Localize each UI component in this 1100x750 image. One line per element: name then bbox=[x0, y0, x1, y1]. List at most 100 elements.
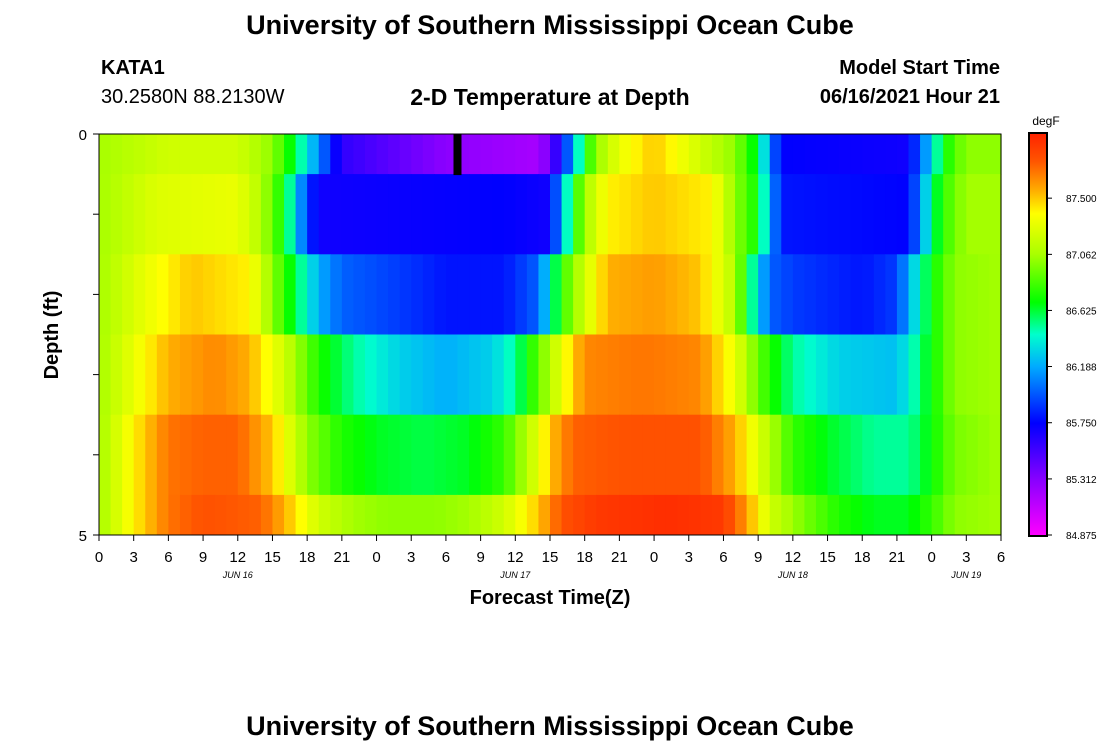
heatmap-cell bbox=[191, 334, 204, 416]
heatmap-cell bbox=[862, 334, 875, 416]
heatmap-cell bbox=[388, 134, 401, 175]
heatmap-cell bbox=[434, 334, 447, 416]
heatmap-cell bbox=[839, 334, 852, 416]
heatmap-cell bbox=[619, 494, 632, 536]
date-label: JUN 18 bbox=[777, 570, 808, 580]
heatmap-cell bbox=[839, 254, 852, 335]
heatmap-cell bbox=[237, 174, 250, 255]
heatmap-cell bbox=[307, 134, 320, 175]
heatmap-cell bbox=[654, 414, 667, 496]
heatmap-cell bbox=[885, 334, 898, 416]
heatmap-cell bbox=[642, 494, 655, 536]
heatmap-cell bbox=[850, 494, 863, 536]
heatmap-cell bbox=[977, 334, 991, 416]
heatmap-cell bbox=[203, 254, 216, 335]
heatmap-cell bbox=[272, 134, 285, 175]
heatmap-cell bbox=[896, 254, 910, 335]
heatmap-cell bbox=[376, 134, 389, 175]
heatmap-cell bbox=[260, 134, 274, 175]
heatmap-cell bbox=[168, 414, 181, 496]
heatmap-cell bbox=[156, 254, 169, 335]
heatmap-cell bbox=[422, 494, 435, 536]
heatmap-cell bbox=[977, 134, 991, 175]
heatmap-cell bbox=[804, 174, 817, 255]
heatmap-cells bbox=[99, 134, 1002, 536]
heatmap-cell bbox=[665, 174, 678, 255]
heatmap-cell bbox=[642, 174, 655, 255]
x-tick-label: 9 bbox=[754, 549, 762, 566]
heatmap-cell bbox=[156, 174, 169, 255]
heatmap-cell bbox=[526, 134, 540, 175]
heatmap-cell bbox=[804, 254, 817, 335]
heatmap-cell bbox=[445, 174, 459, 255]
heatmap-cell bbox=[203, 414, 216, 496]
heatmap-cell bbox=[989, 334, 1002, 416]
heatmap-cell bbox=[931, 134, 944, 175]
heatmap-cell bbox=[191, 174, 204, 255]
heatmap-cell bbox=[307, 334, 320, 416]
heatmap-cell bbox=[99, 334, 112, 416]
heatmap-cell bbox=[977, 494, 991, 536]
heatmap-cell bbox=[538, 334, 551, 416]
heatmap-cell bbox=[503, 174, 516, 255]
heatmap-cell bbox=[214, 494, 227, 536]
heatmap-cell bbox=[850, 414, 863, 496]
heatmap-cell bbox=[168, 334, 181, 416]
heatmap-cell bbox=[735, 174, 748, 255]
heatmap-cell bbox=[630, 254, 644, 335]
x-tick-label: 15 bbox=[264, 549, 281, 566]
heatmap-cell bbox=[607, 254, 620, 335]
heatmap-cell bbox=[688, 174, 701, 255]
heatmap-cell bbox=[873, 494, 886, 536]
heatmap-cell bbox=[815, 254, 829, 335]
heatmap-cell bbox=[873, 414, 886, 496]
heatmap-cell bbox=[989, 414, 1002, 496]
heatmap-cell bbox=[908, 414, 921, 496]
heatmap-cell bbox=[550, 414, 563, 496]
y-axis-label: Depth (ft) bbox=[41, 291, 63, 380]
heatmap-cell bbox=[318, 134, 331, 175]
heatmap-cell bbox=[538, 174, 551, 255]
heatmap-cell bbox=[399, 494, 412, 536]
heatmap-cell bbox=[110, 334, 123, 416]
heatmap-cell bbox=[330, 134, 343, 175]
heatmap-cell bbox=[746, 334, 759, 416]
heatmap-cell bbox=[168, 134, 181, 175]
heatmap-cell bbox=[561, 174, 574, 255]
heatmap-cell bbox=[156, 494, 169, 536]
heatmap-cell bbox=[179, 174, 193, 255]
colorbar-tick-label: 84.875 bbox=[1066, 531, 1097, 542]
heatmap-cell bbox=[966, 134, 979, 175]
x-tick-label: 12 bbox=[507, 549, 524, 566]
heatmap-cell bbox=[295, 414, 308, 496]
heatmap-cell bbox=[145, 494, 158, 536]
x-tick-label: 3 bbox=[130, 549, 138, 566]
heatmap-cell bbox=[792, 174, 806, 255]
colorbar-tick-label: 87.062 bbox=[1066, 250, 1097, 261]
heatmap-cell bbox=[445, 334, 459, 416]
heatmap-cell bbox=[434, 174, 447, 255]
heatmap-cell bbox=[399, 414, 412, 496]
heatmap-cell bbox=[469, 174, 482, 255]
heatmap-cell bbox=[399, 134, 412, 175]
heatmap-cell bbox=[954, 494, 967, 536]
heatmap-cell bbox=[723, 254, 736, 335]
heatmap-cell bbox=[226, 134, 239, 175]
heatmap-cell bbox=[249, 494, 262, 536]
heatmap-cell bbox=[457, 414, 470, 496]
heatmap-cell bbox=[237, 134, 250, 175]
heatmap-cell bbox=[746, 174, 759, 255]
heatmap-cell bbox=[318, 414, 331, 496]
heatmap-cell bbox=[145, 134, 158, 175]
heatmap-cell bbox=[249, 334, 262, 416]
heatmap-cell bbox=[573, 174, 586, 255]
heatmap-cell bbox=[434, 414, 447, 496]
y-tick-label: 5 bbox=[79, 528, 87, 545]
heatmap-cell bbox=[191, 254, 204, 335]
heatmap-cell bbox=[654, 134, 667, 175]
heatmap-cell bbox=[781, 254, 794, 335]
heatmap-cell bbox=[526, 254, 540, 335]
model-start-value: 06/16/2021 Hour 21 bbox=[819, 86, 1000, 108]
heatmap-cell bbox=[688, 334, 701, 416]
heatmap-cell bbox=[885, 494, 898, 536]
